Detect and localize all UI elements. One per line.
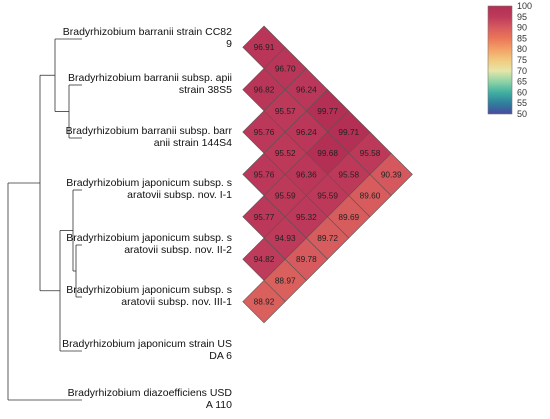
color-scale-tick-label: 65 <box>517 77 527 87</box>
heatmap-cell-value: 95.57 <box>275 106 296 116</box>
heatmap-cell-value: 88.92 <box>254 297 275 307</box>
taxon-label: Bradyrhizobium barranii subsp. apii strai… <box>68 72 232 96</box>
heatmap-cell-value: 90.39 <box>381 169 402 179</box>
color-scale-bar <box>488 6 512 114</box>
heatmap-cell-value: 89.69 <box>338 212 359 222</box>
heatmap-cell-value: 99.68 <box>317 148 338 158</box>
heatmap-cells: 96.91 96.82 96.70 95.76 95.57 96.24 95.76 95.52… <box>242 25 413 324</box>
heatmap-cell-value: 95.77 <box>254 212 275 222</box>
heatmap-cell-value: 94.82 <box>254 254 275 264</box>
heatmap-cell-value: 95.32 <box>296 212 317 222</box>
heatmap-cell-value: 94.93 <box>275 233 296 243</box>
heatmap-cell-value: 96.82 <box>254 85 275 95</box>
taxon-label: Bradyrhizobium japonicum subsp. s aratovi… <box>66 177 232 201</box>
heatmap-cell-value: 89.78 <box>296 254 317 264</box>
heatmap-cell-value: 89.72 <box>317 233 338 243</box>
heatmap-cell-value: 96.91 <box>254 42 275 52</box>
heatmap-cell-value: 89.60 <box>360 191 381 201</box>
taxon-label: Bradyrhizobium japonicum strain US DA 6 <box>62 338 232 362</box>
heatmap-cell-value: 95.76 <box>254 127 275 137</box>
color-scale-tick-label: 60 <box>517 87 527 97</box>
heatmap-cell-value: 95.59 <box>317 191 338 201</box>
color-scale-tick-label: 80 <box>517 44 527 54</box>
taxon-label: Bradyrhizobium japonicum subsp. s aratovi… <box>66 232 232 256</box>
heatmap-cell-value: 95.76 <box>254 169 275 179</box>
heatmap-cell-value: 99.71 <box>338 127 359 137</box>
taxon-label: Bradyrhizobium barranii strain CC82 9 <box>63 26 232 50</box>
heatmap-cell-value: 95.58 <box>360 148 381 158</box>
heatmap-cell-value: 96.24 <box>296 85 317 95</box>
color-scale-tick-label: 55 <box>517 98 527 108</box>
color-scale-tick-label: 100 <box>517 1 532 11</box>
heatmap-cell-value: 96.70 <box>275 63 296 73</box>
heatmap-cell-value: 88.97 <box>275 275 296 285</box>
color-scale-tick-label: 70 <box>517 66 527 76</box>
heatmap-cell-value: 95.52 <box>275 148 296 158</box>
color-scale-tick-label: 95 <box>517 12 527 22</box>
color-scale-tick-label: 85 <box>517 33 527 43</box>
heatmap-cell-value: 96.24 <box>296 127 317 137</box>
heatmap-cell <box>369 152 413 197</box>
heatmap-cell-value: 96.36 <box>296 169 317 179</box>
dendrogram <box>7 38 82 401</box>
taxon-label: Bradyrhizobium diazoefficiens USD A 110 <box>68 387 233 411</box>
color-scale-tick-label: 90 <box>517 23 527 33</box>
taxon-label: Bradyrhizobium barranii subsp. barr anii … <box>66 125 233 149</box>
color-scale-tick-label: 75 <box>517 55 527 65</box>
heatmap-cell-value: 95.58 <box>338 169 359 179</box>
taxon-labels: Bradyrhizobium barranii strain CC82 9 Brad… <box>62 26 232 411</box>
heatmap-cell-value: 95.59 <box>275 191 296 201</box>
color-scale-tick-label: 50 <box>517 109 527 119</box>
heatmap-cell-value: 99.77 <box>317 106 338 116</box>
taxon-label: Bradyrhizobium japonicum subsp. s aratovi… <box>66 284 232 308</box>
